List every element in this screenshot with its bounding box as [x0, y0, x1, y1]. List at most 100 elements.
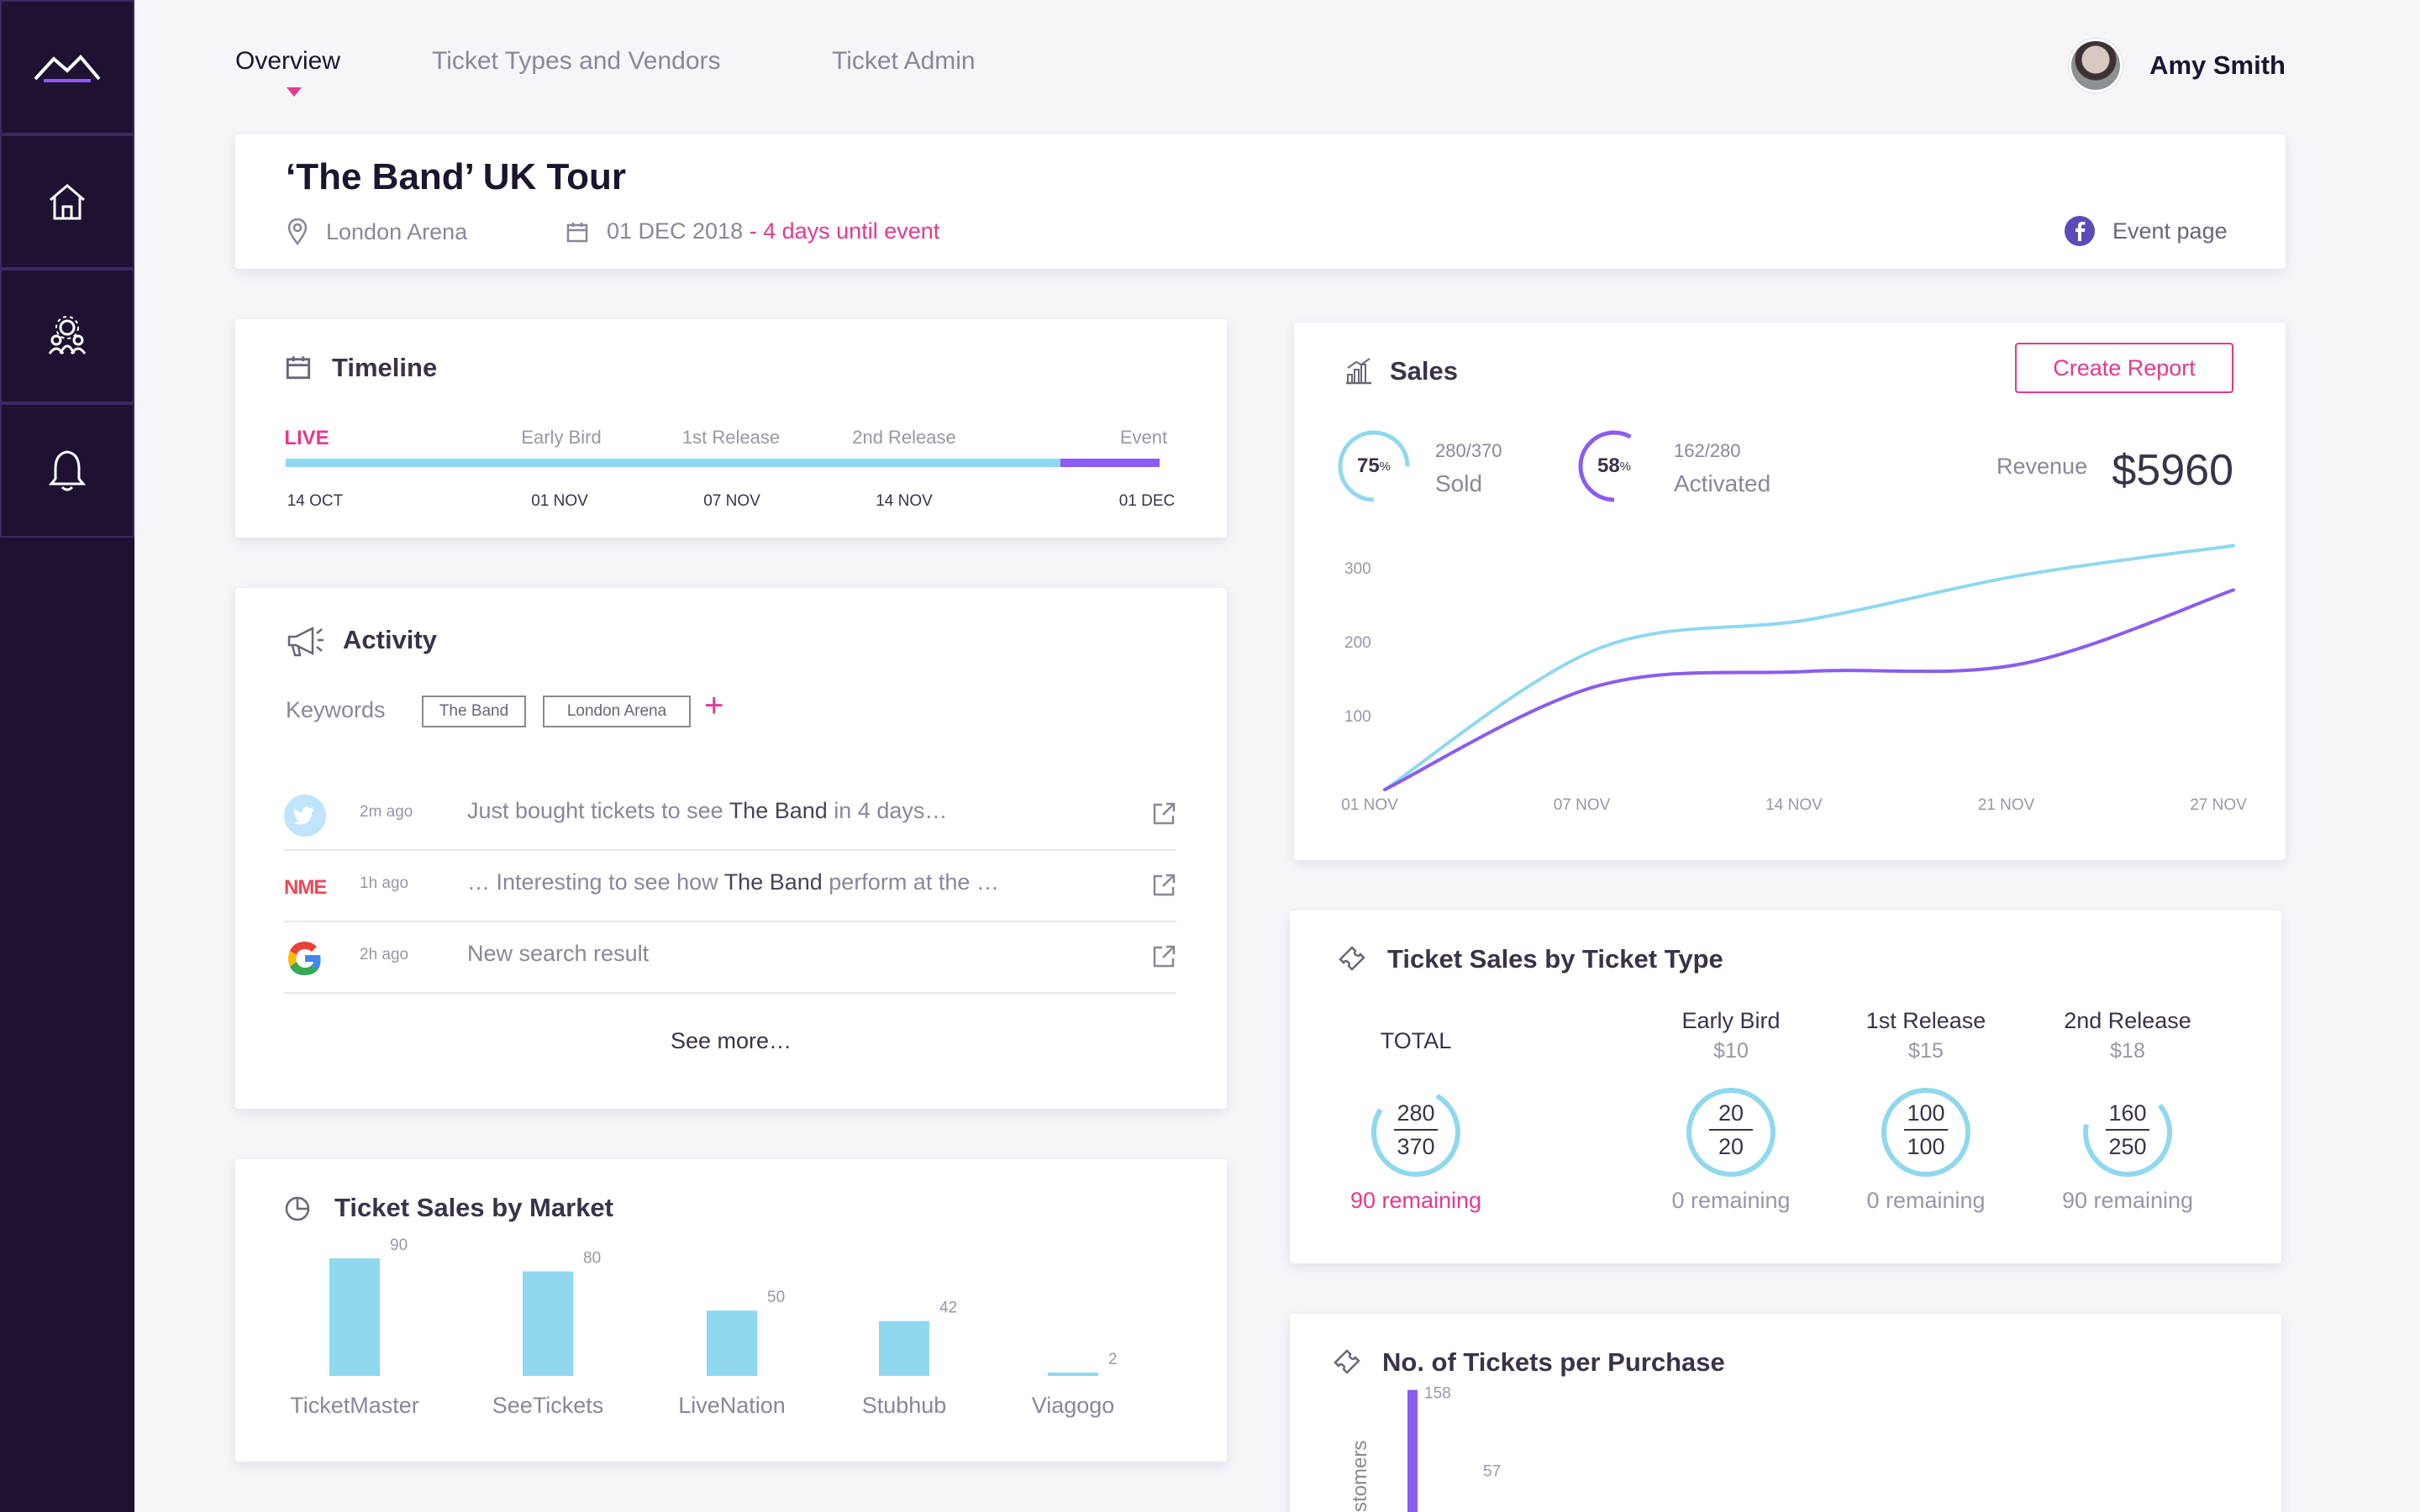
external-link-icon[interactable]: [1151, 944, 1176, 969]
early-bird-ring: [1686, 1088, 1776, 1177]
total-ring: [1371, 1088, 1460, 1177]
logo[interactable]: [0, 0, 134, 134]
tab-ticket-admin[interactable]: Ticket Admin: [832, 47, 976, 75]
total-fraction: 280 370: [1365, 1099, 1466, 1161]
avatar[interactable]: [2069, 39, 2123, 92]
sales-card: Sales Create Report 75% 280/370 Sold 58%…: [1294, 323, 2286, 860]
ticket-type-card: Ticket Sales by Ticket Type TOTAL 280 370…: [1290, 911, 2281, 1263]
x-tick-label: 21 NOV: [1978, 796, 2035, 814]
tab-overview[interactable]: Overview: [235, 47, 341, 75]
milestone-early-bird: Early Bird: [521, 427, 602, 448]
timeline-date: 14 OCT: [287, 492, 344, 510]
team-icon: [48, 316, 87, 354]
activated-progress-ring: [1578, 430, 1650, 502]
home-nav[interactable]: [0, 134, 134, 269]
market-bar: [707, 1310, 757, 1376]
notifications-nav[interactable]: [0, 403, 134, 538]
x-tick-label: 14 NOV: [1765, 796, 1823, 814]
bell-icon: [49, 450, 86, 491]
list-item[interactable]: NME 1h ago … Interesting to see how The …: [284, 851, 1176, 922]
per-purchase-card: No. of Tickets per Purchase stomers: [1290, 1314, 2281, 1512]
keyword-chip[interactable]: London Arena: [543, 696, 691, 727]
date-text: 01 DEC 2018: [607, 218, 744, 244]
timeline-event-segment: [1060, 459, 1160, 467]
activity-text: … Interesting to see how The Band perfor…: [467, 869, 999, 895]
list-item[interactable]: 2h ago New search result: [284, 922, 1176, 994]
countdown: - 4 days until event: [749, 218, 940, 244]
total-label: TOTAL: [1380, 1028, 1452, 1053]
ticket-type-total: TOTAL: [1332, 1028, 1500, 1054]
sales-series-line: [1383, 588, 2235, 791]
ticket-type-1st-release: 1st Release $15: [1865, 1008, 1986, 1063]
x-tick-label: 07 NOV: [1554, 796, 1611, 814]
add-keyword-button[interactable]: +: [704, 687, 724, 724]
external-link-icon[interactable]: [1151, 873, 1176, 898]
revenue-value: $5960: [2112, 446, 2233, 495]
market-bar: [879, 1320, 929, 1376]
event-header-card: ‘The Band’ UK Tour London Arena 01 DEC 2…: [235, 134, 2286, 269]
1st-release-fraction: 100 100: [1876, 1099, 1976, 1161]
external-link-icon[interactable]: [1151, 801, 1176, 827]
timeline-date: 07 NOV: [703, 492, 760, 510]
2nd-release-fraction: 160 250: [2077, 1099, 2178, 1161]
market-card: Ticket Sales by Market: [235, 1159, 1227, 1462]
timeline-date: 01 NOV: [531, 492, 588, 510]
activity-text: New search result: [467, 941, 650, 966]
event-page-link[interactable]: Event page: [2064, 215, 2228, 247]
sales-line-chart: 100 200 300 01 NOV 07 NOV 14 NOV 21 NOV 27 NOV: [1341, 543, 2247, 814]
user-name: Amy Smith: [2149, 50, 2286, 80]
per-purchase-bar-value: 57: [1483, 1463, 1501, 1481]
per-purchase-bar-chart: 158 57: [1407, 1385, 1501, 1512]
live-label: LIVE: [284, 427, 329, 449]
pie-chart-icon: [285, 1196, 310, 1221]
activated-ring: 58%: [1576, 428, 1652, 504]
activity-card: Activity Keywords The Band London Arena …: [235, 588, 1227, 1109]
ticket-type-2nd-release: 2nd Release $18: [2064, 1008, 2191, 1063]
total-remaining: 90 remaining: [1349, 1188, 1482, 1213]
keyword-chip[interactable]: The Band: [422, 696, 526, 727]
market-category-label: SeeTickets: [492, 1393, 604, 1418]
timeline-date: 01 DEC: [1118, 492, 1176, 510]
activated-label: Activated: [1674, 470, 1771, 496]
ticket-type-title: Ticket Sales by Ticket Type: [1387, 944, 1723, 974]
sidebar: [0, 0, 134, 1512]
sold-percent: 75%: [1356, 454, 1392, 477]
timeline-date: 14 NOV: [876, 492, 933, 510]
x-tick-label: 01 NOV: [1341, 796, 1398, 814]
ticket-type-early-bird: Early Bird $10: [1681, 1008, 1781, 1063]
see-more-link[interactable]: See more…: [670, 1028, 792, 1053]
activity-time: 2h ago: [360, 946, 409, 963]
venue: London Arena: [287, 218, 467, 245]
timeline-title: Timeline: [332, 353, 438, 382]
early-bird-remaining: 0 remaining: [1671, 1188, 1791, 1213]
market-bar-value: 50: [767, 1289, 785, 1306]
market-bar: [329, 1258, 380, 1376]
1st-release-ring: [1881, 1088, 1970, 1177]
early-bird-fraction: 20 20: [1681, 1099, 1781, 1161]
google-icon: [288, 942, 321, 975]
2nd-release-ring: [2083, 1088, 2172, 1177]
nme-logo-icon: NME: [284, 876, 327, 899]
create-report-button[interactable]: Create Report: [2015, 343, 2233, 393]
timeline-progress-bar: [286, 459, 1060, 467]
market-category-label: TicketMaster: [290, 1393, 419, 1418]
tab-ticket-types-vendors[interactable]: Ticket Types and Vendors: [432, 47, 721, 75]
list-item[interactable]: 2m ago Just bought tickets to see The Ba…: [284, 780, 1176, 851]
twitter-icon: [284, 795, 326, 837]
x-tick-label: 27 NOV: [2190, 796, 2247, 814]
milestone-1st-release: 1st Release: [681, 427, 781, 448]
y-tick-label: 300: [1344, 560, 1371, 578]
activated-percent: 58%: [1597, 454, 1632, 477]
user-menu[interactable]: Amy Smith: [2069, 39, 2286, 92]
calendar-icon: [566, 222, 588, 242]
market-bar: [1048, 1373, 1098, 1376]
per-purchase-bar-value: 158: [1424, 1385, 1451, 1403]
mountain-logo-icon: [34, 55, 101, 82]
market-bar-value: 2: [1108, 1351, 1118, 1368]
team-nav[interactable]: [0, 269, 134, 403]
bar-chart-icon: [1346, 358, 1371, 385]
2nd-release-remaining: 90 remaining: [2061, 1188, 2194, 1213]
per-purchase-title: No. of Tickets per Purchase: [1382, 1347, 1725, 1377]
facebook-icon: [2065, 216, 2095, 246]
sales-title: Sales: [1390, 356, 1459, 386]
